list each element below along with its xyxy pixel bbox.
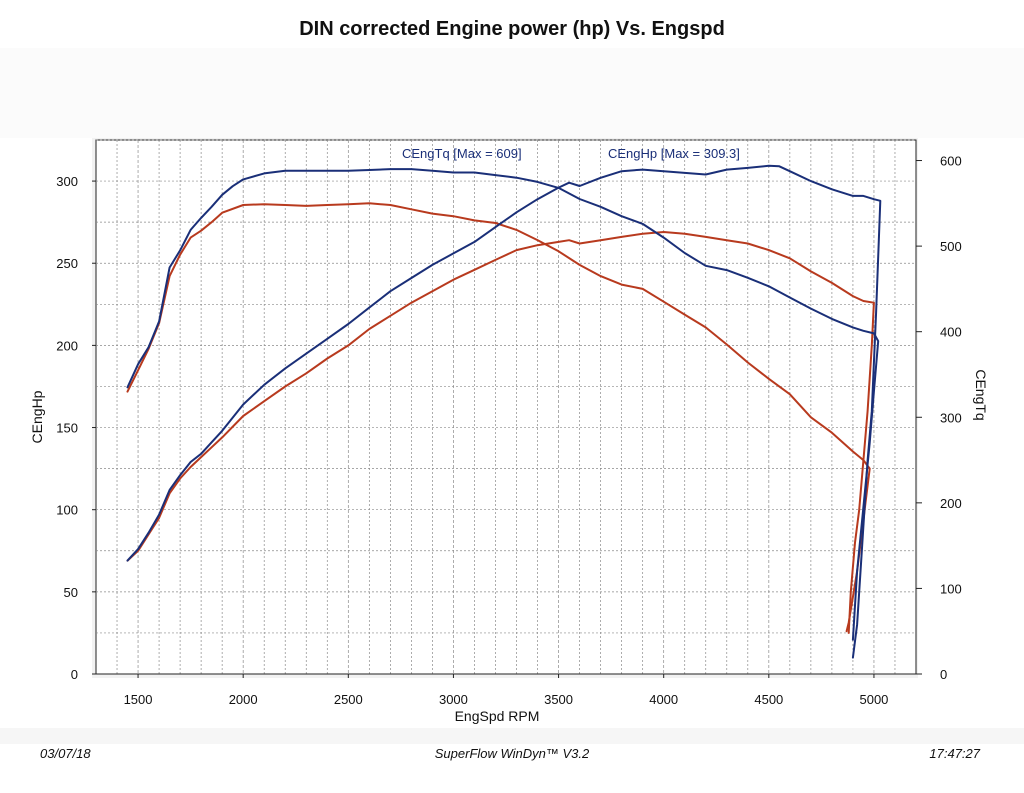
x-tick-label: 3000 — [439, 692, 468, 707]
x-tick-label: 1500 — [124, 692, 153, 707]
x-tick-label: 4500 — [754, 692, 783, 707]
y-tick-label-right: 0 — [940, 667, 947, 682]
x-tick-label: 4000 — [649, 692, 678, 707]
x-tick-label: 2000 — [229, 692, 258, 707]
y-tick-label-right: 200 — [940, 496, 962, 511]
x-axis-label: EngSpd RPM — [455, 708, 540, 724]
plot-area — [95, 139, 917, 675]
series-line-blue-hp — [126, 164, 882, 659]
series-line-red-hp — [126, 231, 875, 634]
annotation-tq-max: CEngTq [Max = 609] — [402, 146, 522, 161]
grid — [96, 139, 916, 674]
y-tick-label-right: 400 — [940, 325, 962, 340]
x-tick-label: 2500 — [334, 692, 363, 707]
y-tick-label-left: 300 — [56, 174, 78, 189]
series-line-red-tq — [126, 202, 871, 633]
chart-title: DIN corrected Engine power (hp) Vs. Engs… — [299, 18, 725, 40]
y-tick-label-left: 100 — [56, 503, 78, 518]
y-tick-label-right: 100 — [940, 581, 962, 596]
y-tick-label-left: 150 — [56, 421, 78, 436]
footer-band — [0, 728, 1024, 744]
footer-time: 17:47:27 — [929, 746, 980, 761]
series-line-blue-tq — [126, 168, 880, 641]
y-tick-label-right: 600 — [940, 154, 962, 169]
y-tick-label-left: 250 — [56, 256, 78, 271]
y-tick-label-right: 300 — [940, 410, 962, 425]
footer-software: SuperFlow WinDyn™ V3.2 — [434, 746, 590, 761]
header-band — [0, 48, 1024, 138]
y-tick-label-left: 0 — [71, 667, 78, 682]
y-tick-label-right: 500 — [940, 239, 962, 254]
y-tick-label-left: 50 — [64, 585, 78, 600]
annotation-hp-max: CEngHp [Max = 309.3] — [608, 146, 740, 161]
y-axis-label-right: CEngTq — [973, 369, 989, 420]
y-axis-label-left: CEngHp — [29, 390, 45, 443]
y-tick-label-left: 200 — [56, 338, 78, 353]
series-group — [126, 164, 882, 659]
x-tick-label: 5000 — [859, 692, 888, 707]
footer-date: 03/07/18 — [40, 746, 91, 761]
x-tick-label: 3500 — [544, 692, 573, 707]
axes: 1500 2000 2500 3000 3500 4000 4500 500005010015… — [56, 154, 961, 707]
